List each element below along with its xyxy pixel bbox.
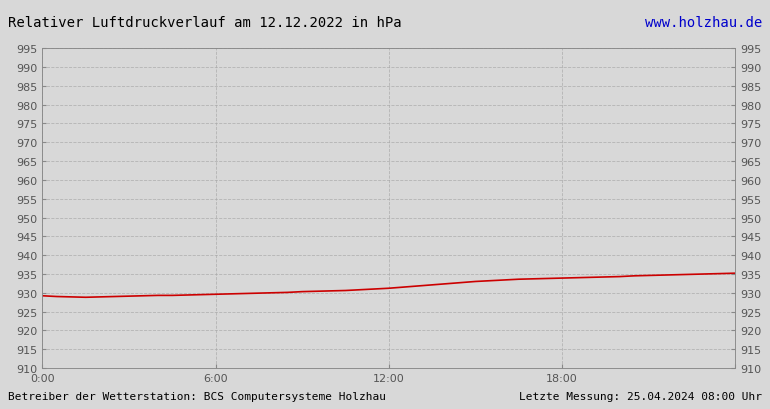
Text: www.holzhau.de: www.holzhau.de [645,16,762,30]
Text: Betreiber der Wetterstation: BCS Computersysteme Holzhau: Betreiber der Wetterstation: BCS Compute… [8,391,386,401]
Text: Relativer Luftdruckverlauf am 12.12.2022 in hPa: Relativer Luftdruckverlauf am 12.12.2022… [8,16,401,30]
Text: Letzte Messung: 25.04.2024 08:00 Uhr: Letzte Messung: 25.04.2024 08:00 Uhr [519,391,762,401]
